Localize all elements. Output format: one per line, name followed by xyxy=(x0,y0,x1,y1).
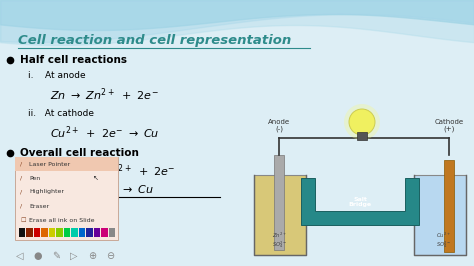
Text: ●: ● xyxy=(34,251,42,261)
Text: Half cell reactions: Half cell reactions xyxy=(20,55,127,65)
Text: $SO_4^{2-}$: $SO_4^{2-}$ xyxy=(272,240,288,250)
Polygon shape xyxy=(414,175,466,255)
Bar xyxy=(19,228,26,237)
Bar xyxy=(109,228,116,237)
Text: /: / xyxy=(20,189,22,194)
Bar xyxy=(42,228,48,237)
Text: $SO_4^{2-}$: $SO_4^{2-}$ xyxy=(436,240,452,250)
Circle shape xyxy=(349,109,375,135)
Text: $Zn^{2+}$: $Zn^{2+}$ xyxy=(273,230,288,240)
Text: (-): (-) xyxy=(275,126,283,132)
Text: ⊕: ⊕ xyxy=(88,251,96,261)
Polygon shape xyxy=(301,178,419,225)
Text: (+): (+) xyxy=(443,126,455,132)
Text: Erase all ink on Slide: Erase all ink on Slide xyxy=(29,218,94,222)
FancyBboxPatch shape xyxy=(15,157,118,171)
Bar xyxy=(444,160,454,252)
Text: i.    At anode: i. At anode xyxy=(28,72,86,81)
Bar xyxy=(27,228,33,237)
Bar xyxy=(56,228,63,237)
Bar xyxy=(357,132,367,140)
FancyBboxPatch shape xyxy=(15,157,118,240)
Text: Pen: Pen xyxy=(29,176,40,181)
Bar xyxy=(79,228,85,237)
Bar xyxy=(64,228,71,237)
Polygon shape xyxy=(254,175,306,255)
Text: Cell reaction and cell representation: Cell reaction and cell representation xyxy=(18,34,291,47)
Text: Eraser: Eraser xyxy=(29,203,49,209)
Text: Laser Pointer: Laser Pointer xyxy=(29,161,70,167)
Bar xyxy=(72,228,78,237)
Text: $Zn\ \rightarrow\ Zn^{2+}\ +\ 2e^{-}$: $Zn\ \rightarrow\ Zn^{2+}\ +\ 2e^{-}$ xyxy=(50,87,159,103)
Text: Salt
Bridge: Salt Bridge xyxy=(348,197,372,207)
Text: /: / xyxy=(20,176,22,181)
Text: /: / xyxy=(20,161,22,167)
Text: $Cu^{2+}\ +\ 2e^{-}\ \rightarrow\ Cu$: $Cu^{2+}\ +\ 2e^{-}\ \rightarrow\ Cu$ xyxy=(50,125,159,141)
Text: $n^{2+}\ +\ 2e^{-}$: $n^{2+}\ +\ 2e^{-}$ xyxy=(110,163,175,179)
Text: ii.   At cathode: ii. At cathode xyxy=(28,110,94,118)
Text: Highlighter: Highlighter xyxy=(29,189,64,194)
Text: /: / xyxy=(20,203,22,209)
Bar xyxy=(86,228,93,237)
Bar xyxy=(34,228,40,237)
Text: ☐: ☐ xyxy=(20,218,26,222)
Text: $Cu^{2+}$: $Cu^{2+}$ xyxy=(437,230,452,240)
Text: $^{-}\ \rightarrow\ Cu$: $^{-}\ \rightarrow\ Cu$ xyxy=(110,183,154,195)
Circle shape xyxy=(344,104,380,140)
Bar xyxy=(49,228,55,237)
Bar xyxy=(274,155,284,250)
Bar xyxy=(101,228,108,237)
Text: ✎: ✎ xyxy=(52,251,60,261)
Text: ⊖: ⊖ xyxy=(106,251,114,261)
Text: Anode: Anode xyxy=(268,119,290,125)
Text: ◁: ◁ xyxy=(16,251,24,261)
Text: Cathode: Cathode xyxy=(435,119,464,125)
Text: ▷: ▷ xyxy=(70,251,78,261)
Bar xyxy=(94,228,100,237)
Text: Overall cell reaction: Overall cell reaction xyxy=(20,148,139,158)
Text: ↖: ↖ xyxy=(93,175,99,181)
